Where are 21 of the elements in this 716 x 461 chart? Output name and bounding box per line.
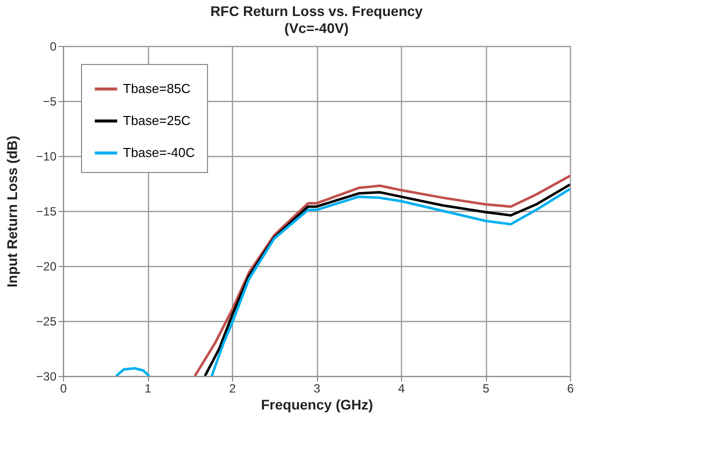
y-tick-label: −25 xyxy=(36,314,57,328)
x-tick-label: 6 xyxy=(567,382,574,396)
x-tick-label: 4 xyxy=(398,382,406,396)
chart-title: RFC Return Loss vs. Frequency xyxy=(210,3,423,19)
y-tick-label: −20 xyxy=(36,260,57,274)
x-tick-label: 0 xyxy=(60,382,68,396)
y-tick-label: −30 xyxy=(36,370,57,384)
y-tick-label: −10 xyxy=(36,150,57,164)
chart-subtitle: (Vc=-40V) xyxy=(284,20,349,36)
x-axis-title: Frequency (GHz) xyxy=(260,396,374,412)
x-tick-label: 5 xyxy=(482,382,490,396)
legend-label: Tbase=-40C xyxy=(123,145,195,160)
y-tick-label: −5 xyxy=(42,94,57,108)
x-tick-label: 3 xyxy=(314,382,321,396)
y-tick-label: 0 xyxy=(50,40,57,54)
y-axis-title: Input Return Loss (dB) xyxy=(4,136,20,288)
x-tick-label: 1 xyxy=(144,382,152,396)
legend-label: Tbase=25C xyxy=(123,113,191,128)
y-tick-label: −15 xyxy=(36,204,57,218)
legend-label: Tbase=85C xyxy=(123,81,191,96)
x-tick-label: 2 xyxy=(229,382,236,396)
